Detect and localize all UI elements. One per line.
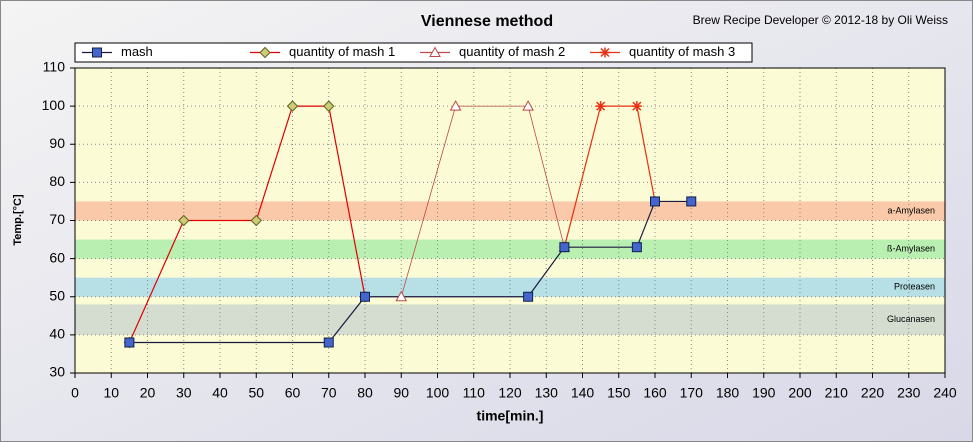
x-tick-label: 190 [752, 385, 776, 401]
legend-label: mash [121, 44, 153, 59]
x-tick-label: 50 [248, 385, 264, 401]
x-axis-label: time[min.] [477, 408, 544, 424]
chart-title: Viennese method [421, 13, 553, 30]
y-tick-label: 70 [49, 211, 65, 227]
band-label: Glucanasen [887, 314, 935, 324]
series-line [563, 105, 656, 248]
band-label: Proteasen [894, 282, 935, 292]
x-tick-label: 160 [643, 385, 667, 401]
marker [449, 100, 462, 111]
chart-subtitle: Brew Recipe Developer © 2012-18 by Oli W… [693, 13, 948, 27]
x-tick-label: 220 [861, 385, 885, 401]
marker [595, 101, 606, 112]
y-tick-label: 80 [49, 173, 65, 189]
x-tick-label: 150 [607, 385, 631, 401]
marker [92, 47, 102, 58]
y-axis-label: Temp.[°C] [12, 194, 24, 246]
x-tick-label: 10 [103, 385, 119, 401]
marker [286, 100, 299, 112]
marker [600, 47, 610, 58]
series-layer [123, 100, 697, 349]
marker [124, 337, 135, 348]
x-tick-label: 60 [285, 385, 301, 401]
x-tick-label: 20 [140, 385, 156, 401]
x-tick-label: 210 [825, 385, 849, 401]
band-label: a-Amylasen [887, 205, 935, 215]
enzyme-band [75, 277, 945, 297]
marker [559, 242, 570, 253]
marker [686, 196, 697, 207]
marker [631, 101, 642, 112]
x-tick-label: 90 [393, 385, 409, 401]
plot-border [74, 67, 946, 374]
enzyme-band [75, 201, 945, 221]
x-tick-label: 180 [716, 385, 740, 401]
legend-label: quantity of mash 3 [629, 44, 735, 59]
x-tick-label: 0 [71, 385, 79, 401]
x-tick-label: 70 [321, 385, 337, 401]
y-tick-label: 40 [49, 326, 65, 342]
marker [522, 100, 534, 111]
band-label: ß-Amylasen [887, 243, 935, 253]
x-tick-label: 110 [463, 385, 486, 401]
y-tick-label: 30 [49, 364, 65, 380]
y-tick-label: 60 [49, 249, 65, 265]
series-line [400, 105, 565, 297]
x-tick-label: 240 [933, 385, 957, 401]
series-line [128, 105, 366, 343]
y-tick-label: 90 [49, 135, 65, 151]
enzyme-band [75, 239, 945, 259]
x-tick-label: 40 [212, 385, 228, 401]
legend [74, 42, 753, 63]
marker [650, 196, 660, 207]
x-tick-label: 100 [426, 385, 450, 401]
marker [178, 214, 190, 227]
x-tick-label: 130 [535, 385, 559, 401]
marker [323, 100, 335, 112]
x-tick-label: 120 [498, 385, 522, 401]
x-tick-label: 200 [788, 385, 812, 401]
series-line [129, 200, 692, 344]
marker [259, 46, 271, 59]
x-tick-label: 80 [357, 385, 373, 401]
marker [395, 290, 408, 302]
x-tick-label: 30 [176, 385, 192, 401]
marker [360, 291, 370, 302]
enzyme-band [75, 304, 945, 335]
marker [631, 242, 642, 253]
x-tick-label: 140 [571, 385, 595, 401]
y-tick-label: 50 [49, 287, 65, 303]
marker [250, 214, 262, 227]
y-tick-label: 100 [42, 97, 66, 113]
legend-label: quantity of mash 2 [459, 44, 565, 59]
y-tick-label: 110 [43, 59, 66, 75]
x-tick-label: 170 [680, 385, 704, 401]
legend-label: quantity of mash 1 [289, 44, 395, 59]
x-tick-label: 230 [897, 385, 921, 401]
marker [323, 337, 334, 348]
marker [429, 46, 441, 57]
marker [523, 291, 534, 302]
